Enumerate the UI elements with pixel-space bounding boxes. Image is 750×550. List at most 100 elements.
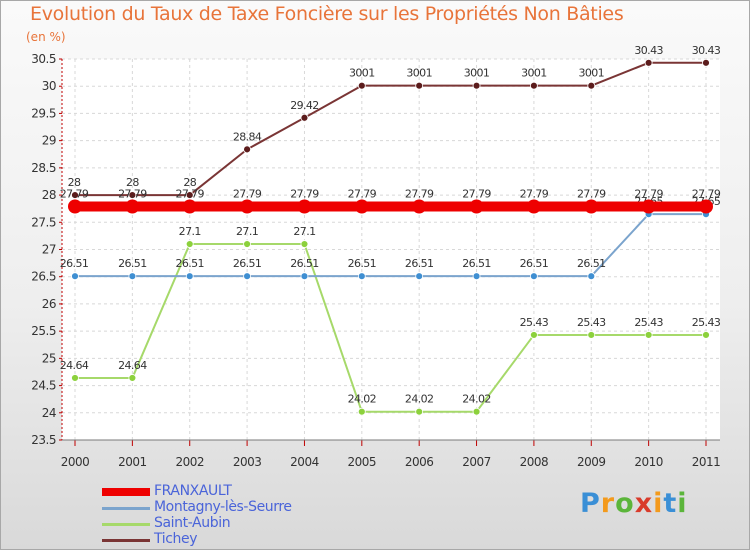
y-tick-label: 27	[42, 243, 56, 257]
data-point	[415, 81, 424, 90]
data-label: 3001	[521, 67, 547, 80]
data-point	[699, 199, 713, 214]
data-point	[243, 272, 251, 281]
data-label: 27.79	[60, 188, 89, 201]
data-label: 27.79	[577, 188, 606, 201]
data-point	[300, 113, 309, 122]
x-tick-label: 2009	[577, 455, 606, 469]
data-label: 28	[126, 176, 139, 189]
data-point	[300, 240, 309, 248]
x-tick-label: 2006	[405, 455, 434, 469]
x-tick-label: 2003	[233, 455, 262, 469]
data-point	[472, 407, 481, 416]
data-label: 27.1	[293, 225, 315, 238]
y-tick-label: 30	[42, 79, 56, 93]
data-label: 27.79	[520, 188, 549, 201]
y-tick-label: 24.5	[31, 379, 56, 393]
data-label: 26.51	[233, 257, 262, 270]
data-label: 26.51	[405, 257, 434, 270]
data-label: 28	[68, 176, 81, 189]
y-tick-label: 30.5	[31, 52, 56, 66]
data-point	[472, 81, 481, 90]
data-label: 28	[183, 176, 196, 189]
data-label: 25.43	[634, 316, 663, 329]
data-label: 27.79	[634, 188, 663, 201]
legend-label: Tichey	[154, 531, 198, 547]
data-label: 27.79	[118, 188, 147, 201]
data-point	[587, 81, 596, 90]
data-label: 28.84	[233, 130, 262, 143]
data-point	[641, 199, 656, 214]
data-point	[530, 272, 538, 281]
data-label: 27.1	[236, 225, 258, 238]
data-point	[469, 199, 484, 214]
x-tick-label: 2001	[118, 455, 147, 469]
legend-swatch	[102, 488, 150, 496]
data-label: 26.51	[462, 257, 491, 270]
logo-letter: i	[653, 488, 664, 519]
data-label: 24.02	[462, 393, 491, 406]
data-point	[357, 407, 366, 416]
data-label: 26.51	[60, 257, 89, 270]
legend-swatch	[102, 522, 150, 526]
data-label: 27.79	[233, 188, 262, 201]
legend-label: Saint-Aubin	[154, 515, 231, 531]
data-point	[702, 58, 710, 67]
series-line-saint-aubin	[75, 243, 706, 413]
data-label: 26.51	[348, 257, 377, 270]
data-label: 26.51	[577, 257, 606, 270]
data-point	[128, 191, 137, 199]
series-line-montagny-l-s-seurre	[75, 213, 706, 278]
chart-title: Evolution du Taux de Taxe Foncière sur l…	[30, 3, 624, 25]
data-label: 26.51	[118, 257, 147, 270]
data-point	[125, 199, 140, 214]
data-point	[243, 240, 251, 248]
data-label: 24.02	[405, 393, 434, 406]
data-label: 26.51	[290, 257, 319, 270]
data-point	[584, 199, 599, 214]
data-point	[243, 145, 251, 154]
legend-swatch	[102, 538, 150, 542]
y-tick-label: 26	[42, 297, 56, 311]
y-tick-label: 29	[42, 134, 56, 148]
x-tick-label: 2005	[348, 455, 377, 469]
logo-letter: x	[634, 488, 654, 519]
data-label: 27.79	[692, 188, 721, 201]
legend-label: FRANXAULT	[154, 483, 232, 499]
data-point	[587, 272, 596, 281]
y-tick-label: 27.5	[31, 215, 56, 229]
data-point	[71, 191, 79, 199]
data-point	[300, 272, 309, 281]
data-point	[702, 331, 710, 339]
data-label: 24.64	[118, 359, 147, 372]
data-label: 30.43	[692, 44, 721, 57]
y-tick-label: 24	[42, 406, 56, 420]
data-label: 24.64	[60, 359, 89, 372]
legend-label: Montagny-lès-Seurre	[154, 499, 292, 515]
y-tick-label: 26.5	[31, 270, 56, 284]
logo-letter: o	[615, 488, 635, 519]
data-label: 27.79	[348, 188, 377, 201]
logo-letter: i	[677, 488, 688, 519]
data-point	[71, 374, 79, 382]
data-point	[71, 272, 79, 281]
y-tick-label: 23.5	[31, 433, 56, 447]
legend-swatch	[102, 506, 150, 510]
data-label: 27.1	[179, 225, 201, 238]
data-label: 30.43	[634, 44, 663, 57]
data-point	[128, 374, 137, 382]
data-label: 29.42	[290, 99, 319, 112]
data-point	[297, 199, 312, 214]
data-point	[128, 272, 137, 281]
data-point	[587, 331, 596, 339]
logo-letter: P	[580, 488, 601, 519]
y-tick-label: 29.5	[31, 106, 56, 120]
data-label: 3001	[578, 67, 604, 80]
unit-label: (en %)	[26, 30, 66, 44]
y-tick-label: 28.5	[31, 161, 56, 175]
data-label: 3001	[349, 67, 375, 80]
x-tick-label: 2000	[61, 455, 90, 469]
data-label: 27.79	[290, 188, 319, 201]
data-point	[185, 272, 194, 281]
